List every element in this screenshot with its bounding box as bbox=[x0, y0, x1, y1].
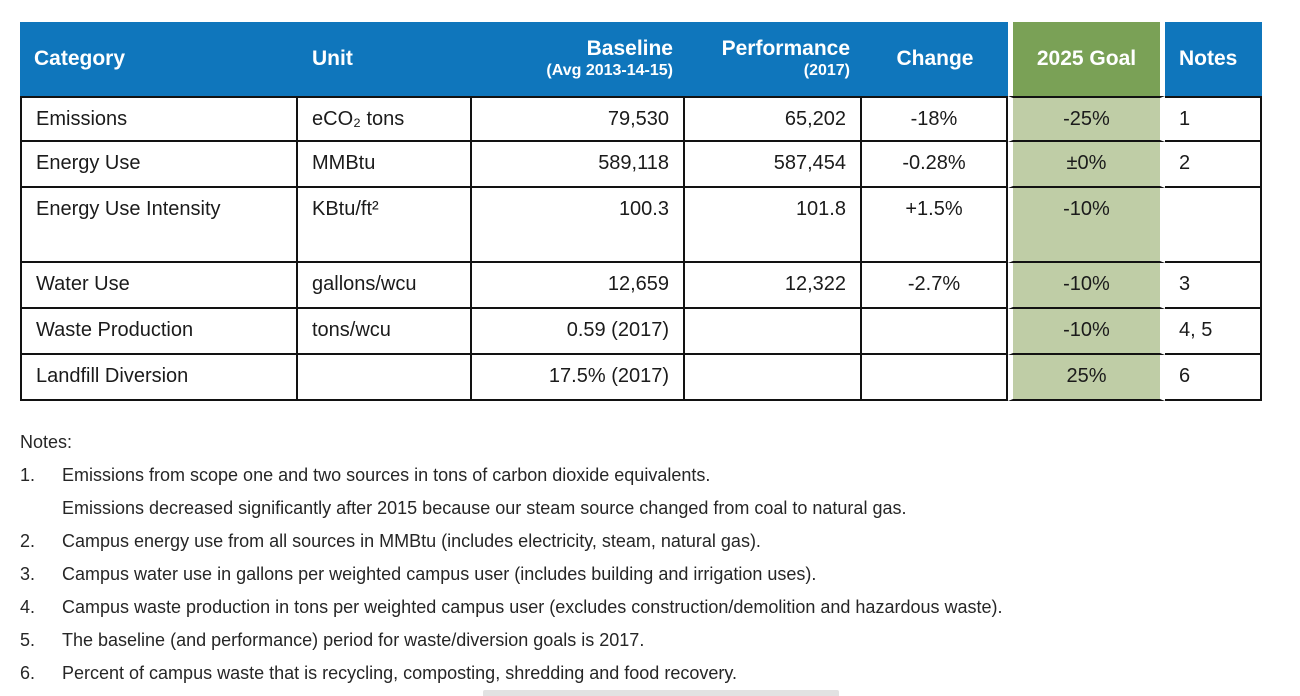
notes-section: Notes: 1. Emissions from scope one and t… bbox=[20, 426, 1290, 690]
cell-performance: 65,202 bbox=[685, 96, 862, 142]
sustainability-metrics-table: Category Unit Baseline (Avg 2013-14-15) P… bbox=[20, 22, 1262, 401]
cell-2025-goal: ±0% bbox=[1008, 142, 1165, 188]
cell-unit bbox=[298, 355, 472, 401]
cell-notes: 2 bbox=[1165, 142, 1262, 188]
cell-performance: 101.8 bbox=[685, 188, 862, 263]
cell-baseline: 0.59 (2017) bbox=[472, 309, 685, 355]
table-row-emissions: Emissions eCO₂ tons 79,530 65,202 -18% -… bbox=[20, 96, 1262, 142]
cell-change: +1.5% bbox=[862, 188, 1008, 263]
cell-baseline: 100.3 bbox=[472, 188, 685, 263]
cell-category: Landfill Diversion bbox=[20, 355, 298, 401]
cell-baseline: 12,659 bbox=[472, 263, 685, 309]
note-text: Campus waste production in tons per weig… bbox=[62, 597, 1003, 617]
note-number: 2. bbox=[20, 531, 36, 551]
col-header-unit: Unit bbox=[298, 22, 472, 96]
note-item-1: 1. Emissions from scope one and two sour… bbox=[20, 459, 1290, 525]
cell-change: -18% bbox=[862, 96, 1008, 142]
cell-2025-goal: -10% bbox=[1008, 263, 1165, 309]
col-header-2025-goal: 2025 Goal bbox=[1008, 22, 1165, 96]
cell-baseline: 589,118 bbox=[472, 142, 685, 188]
cell-notes: 1 bbox=[1165, 96, 1262, 142]
table-row-energy-use-intensity: Energy Use Intensity KBtu/ft² 100.3 101.… bbox=[20, 188, 1262, 263]
cell-category: Waste Production bbox=[20, 309, 298, 355]
cell-2025-goal: -10% bbox=[1008, 309, 1165, 355]
col-header-performance-sub: (2017) bbox=[803, 61, 850, 79]
cell-notes: 4, 5 bbox=[1165, 309, 1262, 355]
note-item-3: 3. Campus water use in gallons per weigh… bbox=[20, 558, 1290, 591]
cell-2025-goal: 25% bbox=[1008, 355, 1165, 401]
cell-category: Energy Use Intensity bbox=[20, 188, 298, 263]
cell-unit: tons/wcu bbox=[298, 309, 472, 355]
cell-change bbox=[862, 355, 1008, 401]
cell-change: -0.28% bbox=[862, 142, 1008, 188]
cell-category: Emissions bbox=[20, 96, 298, 142]
cell-2025-goal: -25% bbox=[1008, 96, 1165, 142]
note-item-5: 5. The baseline (and performance) period… bbox=[20, 624, 1290, 657]
note-number: 3. bbox=[20, 564, 36, 584]
note-text: Campus water use in gallons per weighted… bbox=[62, 564, 817, 584]
col-header-baseline: Baseline (Avg 2013-14-15) bbox=[472, 22, 685, 96]
note-item-6: 6. Percent of campus waste that is recyc… bbox=[20, 657, 1290, 690]
table-row-energy-use: Energy Use MMBtu 589,118 587,454 -0.28% … bbox=[20, 142, 1262, 188]
col-header-notes: Notes bbox=[1165, 22, 1262, 96]
cell-category: Energy Use bbox=[20, 142, 298, 188]
note-text: The baseline (and performance) period fo… bbox=[62, 630, 645, 650]
table-row-landfill-diversion: Landfill Diversion 17.5% (2017) 25% 6 bbox=[20, 355, 1262, 401]
table-row-water-use: Water Use gallons/wcu 12,659 12,322 -2.7… bbox=[20, 263, 1262, 309]
cell-baseline: 79,530 bbox=[472, 96, 685, 142]
col-header-category: Category bbox=[20, 22, 298, 96]
cell-notes: 6 bbox=[1165, 355, 1262, 401]
note-text: Percent of campus waste that is recyclin… bbox=[62, 663, 738, 683]
notes-title: Notes: bbox=[20, 432, 73, 452]
col-header-change: Change bbox=[862, 22, 1008, 96]
note-item-4: 4. Campus waste production in tons per w… bbox=[20, 591, 1290, 624]
note-number: 6. bbox=[20, 663, 36, 683]
cell-category: Water Use bbox=[20, 263, 298, 309]
cell-performance: 12,322 bbox=[685, 263, 862, 309]
note-item-2: 2. Campus energy use from all sources in… bbox=[20, 525, 1290, 558]
col-header-performance: Performance (2017) bbox=[685, 22, 862, 96]
note-text: Campus energy use from all sources in MM… bbox=[62, 531, 761, 551]
note-number: 4. bbox=[20, 597, 36, 617]
cell-unit: MMBtu bbox=[298, 142, 472, 188]
note-number: 1. bbox=[20, 465, 36, 485]
cell-unit: gallons/wcu bbox=[298, 263, 472, 309]
cell-performance bbox=[685, 355, 862, 401]
table-row-waste-production: Waste Production tons/wcu 0.59 (2017) -1… bbox=[20, 309, 1262, 355]
cell-2025-goal: -10% bbox=[1008, 188, 1165, 263]
cell-performance bbox=[685, 309, 862, 355]
cell-performance: 587,454 bbox=[685, 142, 862, 188]
partial-bottom-element bbox=[483, 690, 839, 696]
cell-notes: 3 bbox=[1165, 263, 1262, 309]
cell-unit: KBtu/ft² bbox=[298, 188, 472, 263]
cell-change bbox=[862, 309, 1008, 355]
cell-notes bbox=[1165, 188, 1262, 263]
note-number: 5. bbox=[20, 630, 36, 650]
cell-unit: eCO₂ tons bbox=[298, 96, 472, 142]
cell-baseline: 17.5% (2017) bbox=[472, 355, 685, 401]
cell-change: -2.7% bbox=[862, 263, 1008, 309]
table-header-row: Category Unit Baseline (Avg 2013-14-15) P… bbox=[20, 22, 1262, 96]
col-header-baseline-sub: (Avg 2013-14-15) bbox=[546, 61, 673, 79]
note-text: Emissions from scope one and two sources… bbox=[62, 465, 907, 518]
